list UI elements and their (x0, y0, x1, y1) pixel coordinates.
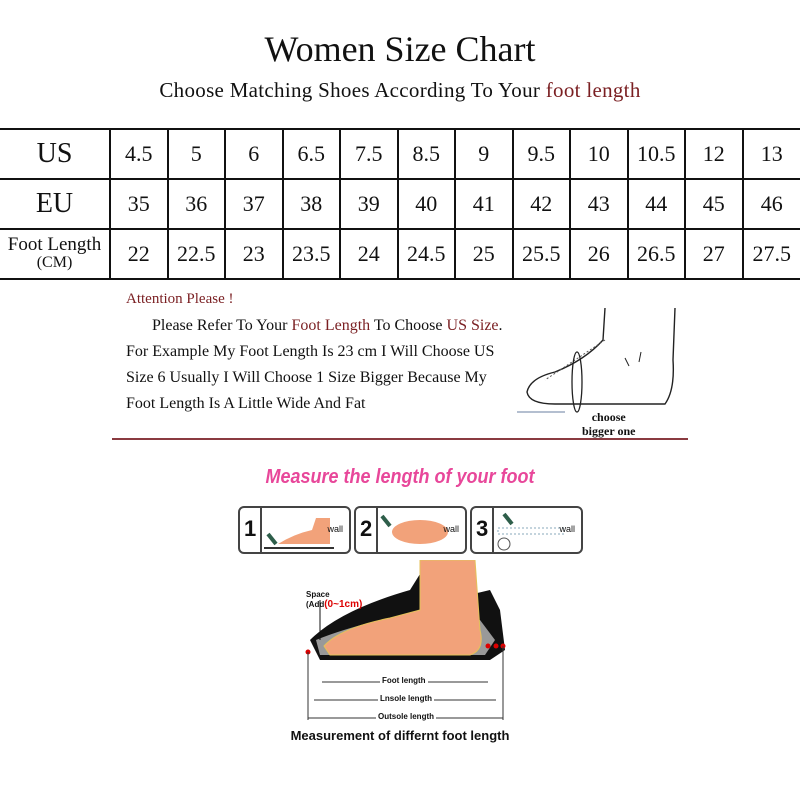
table-cell: 8.5 (396, 128, 456, 180)
table-row: EU 35 36 37 38 39 40 41 42 43 44 45 46 (0, 178, 800, 230)
subtitle-text: Choose Matching Shoes According To Your (159, 78, 546, 102)
table-cell: 42 (511, 178, 571, 230)
table-cell: 4.5 (109, 128, 169, 180)
table-cell: 24 (339, 228, 399, 280)
table-cell: 26.5 (626, 228, 686, 280)
bigger-one-text: bigger one (582, 424, 636, 438)
space-label: Space (306, 590, 330, 599)
page-title: Women Size Chart (264, 29, 536, 69)
note-text: Please Refer To Your (152, 317, 292, 334)
note-text: To Choose (370, 317, 447, 334)
row-label: US (0, 128, 111, 180)
table-cell: 23.5 (281, 228, 341, 280)
foot-in-shoe-illustration (305, 560, 506, 720)
illustration-caption: Measurement of differnt foot length (290, 728, 510, 743)
table-cell: 36 (166, 178, 226, 230)
note-period: . (498, 317, 503, 334)
note-line-1: Please Refer To Your Foot Length To Choo… (152, 317, 503, 335)
table-cell: 24.5 (396, 228, 456, 280)
choose-bigger-label: choose bigger one (582, 410, 635, 438)
subtitle: Choose Matching Shoes According To Your … (0, 78, 800, 103)
table-cell: 7.5 (339, 128, 399, 180)
ruler-icon (497, 512, 565, 551)
foot-length-label: Foot length (380, 676, 428, 685)
table-cell: 39 (339, 178, 399, 230)
row-label-text: Foot Length (7, 234, 102, 255)
table-cell: 25.5 (511, 228, 571, 280)
note-line-4: Foot Length Is A Little Wide And Fat (126, 395, 366, 412)
step-2-panel: 2 wall (354, 506, 467, 554)
outsole-length-label: Outsole length (376, 712, 436, 721)
subtitle-highlight: foot length (545, 78, 641, 102)
table-cell: 26 (569, 228, 629, 280)
table-cell: 27.5 (741, 228, 800, 280)
table-cell: 27 (684, 228, 744, 280)
table-cell: 22 (109, 228, 169, 280)
foot-side-icon (264, 518, 334, 549)
table-cell: 43 (569, 178, 629, 230)
table-cell: 13 (741, 128, 800, 180)
add-label: (Add (306, 600, 325, 609)
table-cell: 9.5 (511, 128, 571, 180)
table-cell: 40 (396, 178, 456, 230)
table-cell: 6 (224, 128, 284, 180)
step-1-panel: 1 wall (238, 506, 351, 554)
table-cell: 41 (454, 178, 514, 230)
insole-length-label: Lnsole length (378, 694, 434, 703)
table-cell: 45 (684, 178, 744, 230)
choose-text: choose (591, 410, 626, 424)
table-cell: 6.5 (281, 128, 341, 180)
table-cell: 44 (626, 178, 686, 230)
measure-title: Measure the length of your foot (265, 466, 535, 488)
table-cell: 22.5 (166, 228, 226, 280)
wall-label: wall (443, 524, 459, 534)
attention-heading: Attention Please ! (126, 291, 234, 307)
note-highlight-us-size: US Size (446, 317, 499, 334)
wall-label: wall (327, 524, 343, 534)
divider (112, 438, 688, 440)
table-cell: 25 (454, 228, 514, 280)
table-cell: 10.5 (626, 128, 686, 180)
table-cell: 23 (224, 228, 284, 280)
note-line-2: For Example My Foot Length Is 23 cm I Wi… (126, 343, 495, 360)
step-number: 3 (476, 516, 489, 541)
row-label: EU (0, 178, 111, 230)
table-cell: 10 (569, 128, 629, 180)
table-cell: 12 (684, 128, 744, 180)
table-cell: 37 (224, 178, 284, 230)
foot-top-icon (380, 514, 448, 544)
table-cell: 35 (109, 178, 169, 230)
wall-label: wall (559, 524, 575, 534)
table-cell: 38 (281, 178, 341, 230)
table-cell: 46 (741, 178, 800, 230)
table-row: US 4.5 5 6 6.5 7.5 8.5 9 9.5 10 10.5 12 13 (0, 128, 800, 180)
foot-sketch-icon (517, 307, 676, 413)
add-value: (0~1cm) (324, 599, 363, 610)
table-cell: 9 (454, 128, 514, 180)
note-highlight-foot-length: Foot Length (291, 317, 371, 334)
size-table: US 4.5 5 6 6.5 7.5 8.5 9 9.5 10 10.5 12 13 EU 35 36 37 38… (0, 128, 800, 280)
row-label-unit: (CM) (36, 254, 73, 271)
step-3-panel: 3 wall (470, 506, 583, 554)
table-cell: 5 (166, 128, 226, 180)
table-row: Foot Length (CM) 22 22.5 23 23.5 24 24.5 25 25.5 2… (0, 228, 800, 280)
step-number: 1 (244, 516, 257, 541)
note-line-3: Size 6 Usually I Will Choose 1 Size Bigg… (126, 369, 487, 386)
row-label: Foot Length (CM) (0, 228, 111, 280)
step-number: 2 (360, 516, 373, 541)
